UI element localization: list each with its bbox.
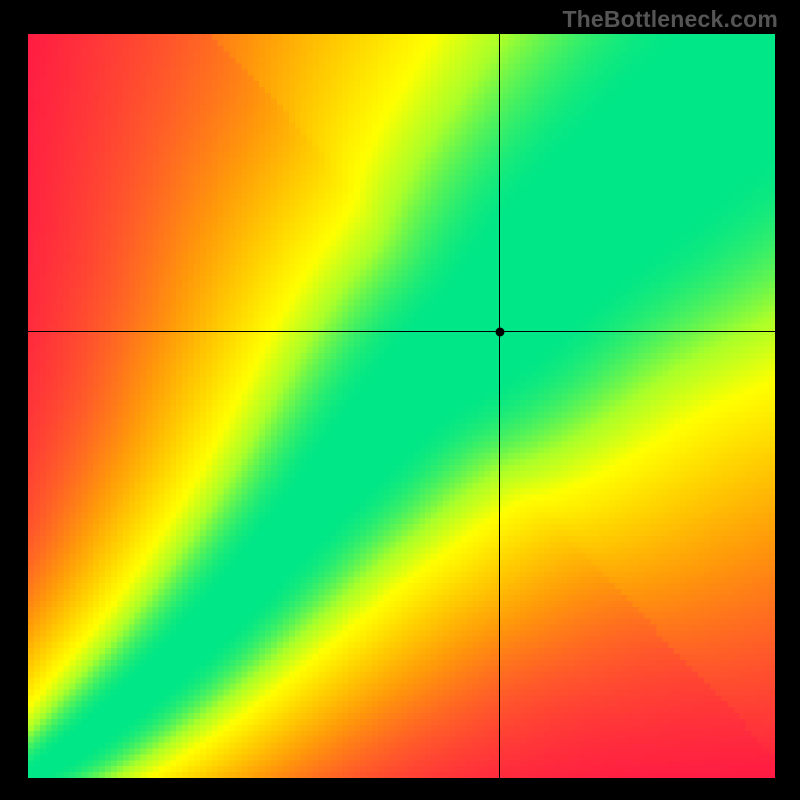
chart-container: TheBottleneck.com bbox=[0, 0, 800, 800]
heatmap-plot bbox=[28, 34, 775, 778]
heatmap-canvas bbox=[28, 34, 775, 778]
crosshair-vertical bbox=[499, 34, 500, 778]
crosshair-marker bbox=[495, 327, 504, 336]
watermark-text: TheBottleneck.com bbox=[562, 6, 778, 33]
crosshair-horizontal bbox=[28, 331, 775, 332]
